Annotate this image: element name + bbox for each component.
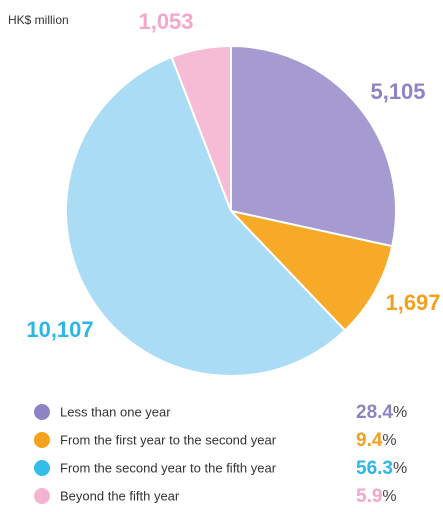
legend-swatch (34, 460, 50, 476)
legend-label: Less than one year (60, 404, 171, 419)
pie-slice (228, 209, 394, 332)
percentage-label: 56.3% (356, 458, 407, 479)
legend-swatch (34, 488, 50, 504)
legend-label: From the second year to the fifth year (60, 460, 277, 475)
legend-swatch (34, 432, 50, 448)
value-label: 1,053 (138, 9, 193, 34)
pie-slice (230, 44, 397, 248)
legend-label: From the first year to the second year (60, 432, 277, 447)
value-label: 5,105 (370, 79, 425, 104)
legend-label: Beyond the fifth year (60, 488, 180, 503)
legend-swatch (34, 404, 50, 420)
value-label: 10,107 (26, 317, 93, 342)
unit-label: HK$ million (8, 13, 69, 27)
pie-slice (170, 44, 232, 212)
percentage-label: 5.9% (356, 486, 397, 507)
value-label: 1,697 (385, 290, 440, 315)
percentage-label: 9.4% (356, 430, 397, 451)
pie-slice (65, 55, 347, 377)
percentage-label: 28.4% (356, 402, 407, 423)
